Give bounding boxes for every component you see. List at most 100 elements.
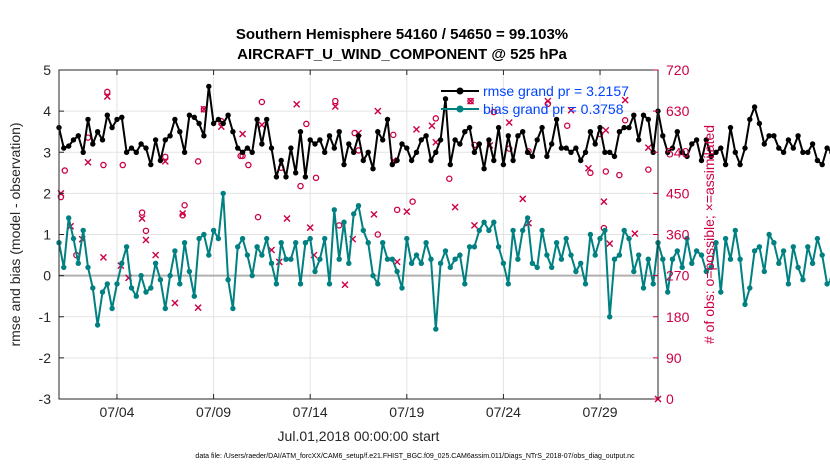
bias-point [732,227,738,234]
bias-point [471,244,478,250]
rmse-point [346,141,352,147]
rmse-point [674,129,680,135]
rmse-point [491,157,497,164]
bias-point [713,240,719,246]
bias-point [645,256,651,262]
obs-assimilated-stroke [142,236,150,244]
obs-assimilated-marker [194,304,202,312]
obs-assimilated-marker [374,107,382,115]
rmse-point [689,141,695,147]
rmse-point [433,149,439,155]
rmse-point [505,133,511,139]
bias-point [167,272,173,279]
obs-possible-marker [254,213,262,221]
bias-point [109,305,115,312]
obs-assimilated-stroke [519,195,527,203]
rmse-point [418,137,424,143]
bias-point [819,252,825,258]
rmse-point [119,114,125,121]
plot-area [56,83,830,403]
obs-assimilated-marker [544,97,552,105]
bias-point [104,281,111,287]
bias-point [824,281,830,287]
obs-assimilated-stroke [103,93,111,100]
rmse-point [780,149,787,155]
rmse-point [645,116,651,123]
rmse-point [616,129,623,135]
bias-point [360,227,366,234]
rmse-point [486,137,492,143]
obs-assimilated-stroke [239,130,247,138]
bias-point [607,314,613,320]
rmse-point [766,133,772,139]
rmse-point [592,141,598,147]
obs-possible-marker [194,158,202,165]
bias-point [148,285,154,291]
bias-point [99,289,106,295]
bias-point [602,227,608,234]
bias-point [302,240,309,246]
rmse-point [553,116,560,123]
rmse-point [399,141,405,147]
rmse-point [375,129,381,135]
obs-possible-marker [119,161,127,169]
obs-assimilated-stroke [600,198,608,206]
rmse-point [471,149,478,155]
bias-point [94,322,101,328]
bias-point [201,231,207,238]
x-tick-label: 07/19 [389,404,424,420]
bias-point [428,256,434,262]
bias-point [162,305,168,312]
bias-point [689,260,695,266]
bias-point [549,264,555,271]
rmse-point [152,137,159,143]
bias-point [722,235,729,242]
rmse-point [607,149,613,155]
bias-point [235,244,241,250]
rmse-point [259,141,265,147]
bias-point [172,248,178,254]
obs-assimilated-stroke [370,210,378,218]
bias-point [331,207,337,213]
rmse-point [167,133,173,139]
obs-possible-marker [446,175,453,183]
obs-assimilated-marker [428,122,436,130]
obs-assimilated-stroke [467,97,475,105]
obs-possible-marker [621,117,629,124]
bias-point [486,227,492,234]
bias-point [336,256,342,262]
bias-point [312,268,318,275]
rmse-point [602,149,608,155]
bias-point [206,252,212,258]
y-tick-label: 1 [43,227,51,243]
obs-assimilated-marker [84,158,92,166]
rmse-point [75,133,82,139]
bias-point [636,252,642,258]
obs-assimilated-marker [432,138,440,146]
obs-assimilated-stroke [293,100,301,108]
rmse-point [423,133,429,139]
rmse-point [220,120,226,127]
obs-assimilated-stroke [283,215,291,223]
legend-rmse-marker [456,87,464,95]
obs-assimilated-stroke [567,106,575,114]
obs-assimilated-marker [99,253,107,261]
rmse-point [283,174,289,180]
obs-possible-marker [351,129,358,137]
obs-assimilated-stroke [152,251,160,259]
bias-point [747,285,753,291]
bias-point [597,235,603,242]
rmse-point [94,129,101,135]
bias-point [640,285,647,291]
obs-assimilated-marker [306,224,314,232]
bias-point [481,219,487,225]
bias-point [568,252,574,258]
obs-assimilated-stroke [584,164,592,172]
rmse-point [148,161,154,168]
bias-point [650,281,656,287]
bias-point [616,252,623,258]
rmse-point [539,124,545,131]
rmse-point [640,112,647,118]
bias-point [785,281,792,287]
bias-point [742,301,748,308]
